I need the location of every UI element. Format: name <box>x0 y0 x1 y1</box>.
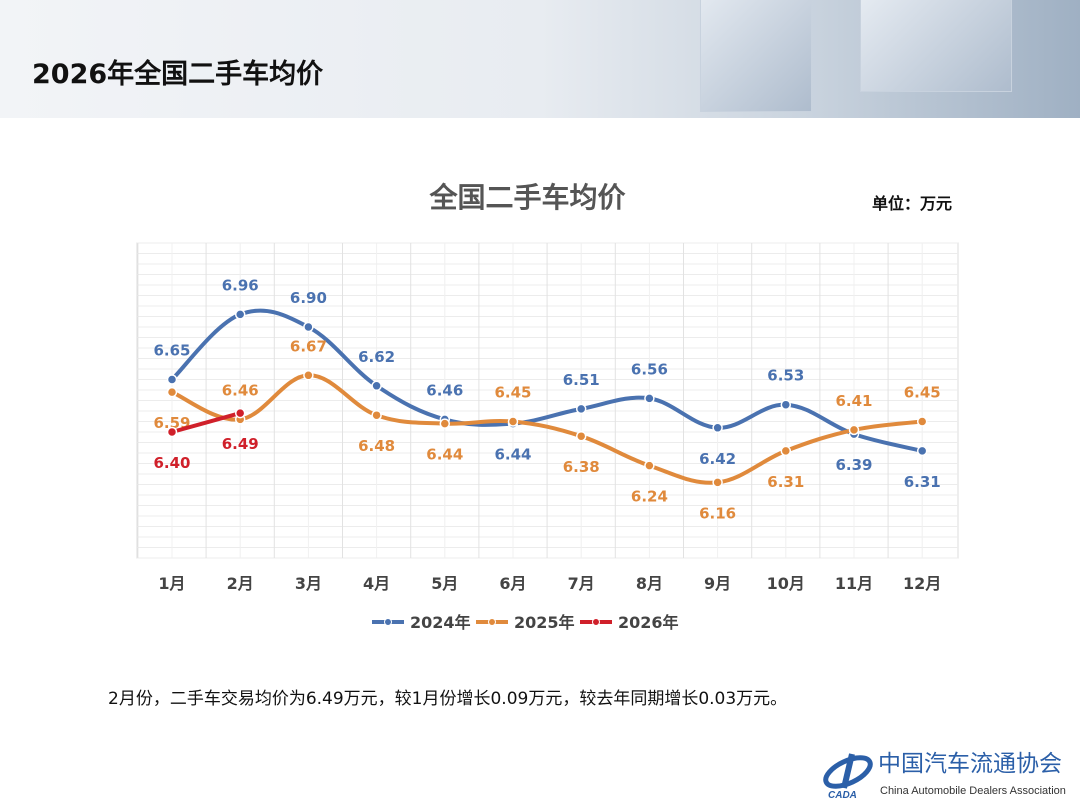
chart-unit: 单位：万元 <box>872 194 953 213</box>
data-point <box>712 477 723 488</box>
data-point <box>371 380 382 392</box>
data-point <box>916 416 928 427</box>
data-label: 6.31 <box>767 473 804 491</box>
data-label: 6.90 <box>290 289 327 307</box>
x-tick-label: 4月 <box>363 574 390 593</box>
legend-label: 2024年 <box>410 613 471 632</box>
svg-text:CADA: CADA <box>828 790 857 801</box>
data-label: 6.65 <box>153 342 190 360</box>
x-tick-label: 8月 <box>636 574 663 593</box>
data-label: 6.42 <box>699 450 736 468</box>
data-point <box>439 418 451 429</box>
x-tick-label: 11月 <box>835 574 873 593</box>
legend-label: 2025年 <box>514 613 575 632</box>
x-tick-label: 6月 <box>499 574 526 593</box>
data-label: 6.39 <box>835 456 872 474</box>
data-label: 6.40 <box>153 454 190 472</box>
data-point <box>234 407 246 419</box>
data-point <box>575 430 587 442</box>
data-point <box>644 460 655 471</box>
x-tick-label: 10月 <box>767 574 805 593</box>
x-tick-label: 1月 <box>158 574 185 593</box>
data-label: 6.46 <box>426 381 463 399</box>
data-label: 6.45 <box>904 384 941 402</box>
data-point <box>371 409 382 421</box>
data-label: 6.44 <box>494 446 531 464</box>
data-label: 6.46 <box>222 381 259 399</box>
data-point <box>303 321 314 333</box>
legend-marker <box>488 618 496 626</box>
data-label: 6.51 <box>563 371 600 389</box>
legend-marker <box>384 618 392 626</box>
data-point <box>848 424 860 436</box>
data-point <box>166 374 178 385</box>
legend-label: 2026年 <box>618 613 679 632</box>
data-label: 6.53 <box>767 367 804 385</box>
x-tick-label: 12月 <box>903 574 941 593</box>
chart-title: 全国二手车均价 <box>429 181 626 214</box>
data-label: 6.48 <box>358 437 395 455</box>
decorative-cube <box>700 0 812 112</box>
data-point <box>166 386 178 398</box>
data-point <box>916 445 928 457</box>
data-label: 6.31 <box>904 473 941 491</box>
x-tick-label: 9月 <box>704 574 731 593</box>
data-point <box>780 445 792 457</box>
data-point <box>575 403 587 415</box>
data-label: 6.16 <box>699 504 736 522</box>
data-label: 6.96 <box>222 276 259 294</box>
data-label: 6.56 <box>631 360 668 378</box>
header-banner: 2026年全国二手车均价 <box>0 0 1080 118</box>
data-point <box>712 422 723 434</box>
data-label: 6.38 <box>563 458 600 476</box>
data-point <box>644 393 655 404</box>
x-tick-label: 3月 <box>295 574 322 593</box>
data-point <box>780 399 792 410</box>
data-label: 6.49 <box>222 435 259 453</box>
logo-english-name: China Automobile Dealers Association <box>880 785 1066 797</box>
legend-marker <box>592 618 600 626</box>
data-point <box>507 416 519 427</box>
data-label: 6.67 <box>290 337 327 355</box>
data-label: 6.45 <box>494 384 531 402</box>
data-point <box>166 426 178 438</box>
data-point <box>234 309 246 320</box>
data-point <box>303 370 314 381</box>
cada-logo-mark: CADA <box>823 753 873 801</box>
decorative-cube <box>860 0 1012 92</box>
cada-logo: CADA 中国汽车流通协会 China Automobile Dealers A… <box>822 750 1080 804</box>
data-label: 6.62 <box>358 348 395 366</box>
x-tick-label: 7月 <box>568 574 595 593</box>
x-tick-label: 2月 <box>227 574 254 593</box>
logo-chinese-name: 中国汽车流通协会 <box>878 751 1062 777</box>
data-label: 6.44 <box>426 446 463 464</box>
x-tick-label: 5月 <box>431 574 458 593</box>
data-label: 6.41 <box>835 392 872 410</box>
summary-text: 2月份，二手车交易均价为6.49万元，较1月份增长0.09万元，较去年同期增长0… <box>108 689 788 709</box>
data-label: 6.24 <box>631 488 668 506</box>
page-title: 2026年全国二手车均价 <box>32 59 324 90</box>
